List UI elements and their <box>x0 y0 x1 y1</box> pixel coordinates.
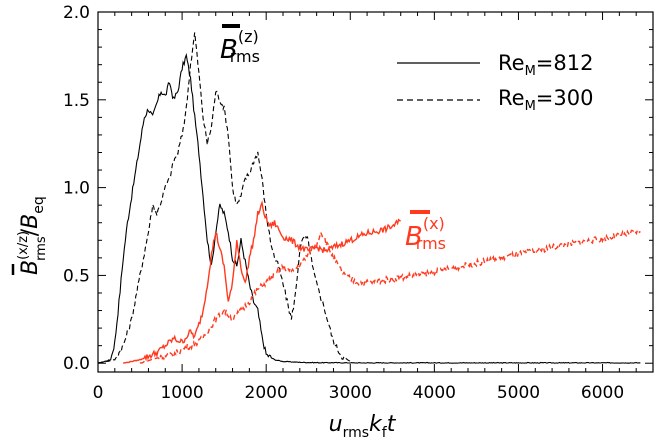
legend: ReM=812 ReM=300 <box>397 51 593 114</box>
series-line-z-rem300 <box>97 32 351 364</box>
legend-entry-remag-812: ReM=812 <box>397 51 593 79</box>
x-tick-label: 5000 <box>497 383 540 403</box>
series-line-x-rem300 <box>139 229 641 364</box>
x-axis-label: urmskft <box>329 412 397 439</box>
svg-text:B(x)rms: B(x) rms <box>405 214 446 253</box>
annotation-bz: B(z) rms <box>220 24 260 66</box>
annotation-bx-sub: rms <box>416 234 446 253</box>
annotation-bx-sup: (x) <box>423 214 445 233</box>
plot-frame <box>97 11 654 373</box>
y-tick-label: 1.5 <box>63 91 90 111</box>
svg-text:ReM=300: ReM=300 <box>498 86 593 114</box>
ylabel-sup: (x/z) <box>16 231 31 260</box>
ylabel-denom-sub: eq <box>31 196 47 214</box>
annotation-bx: B(x) rms <box>405 210 446 253</box>
svg-text:B(z)rms: B(z) rms <box>220 27 260 66</box>
x-tick-label: 6000 <box>581 383 624 403</box>
xlabel-sub2: f <box>382 425 388 439</box>
annotation-bz-sup: (z) <box>238 27 259 46</box>
annotation-bz-sub: rms <box>230 47 260 66</box>
annotation-bx-main: B <box>405 222 423 252</box>
y-tick-label: 1.0 <box>63 179 90 199</box>
series-group <box>97 32 641 364</box>
y-tick-label: 0.0 <box>63 354 90 374</box>
legend-label-value-1: =300 <box>536 86 594 110</box>
ylabel-denom: B <box>18 214 43 229</box>
xlabel-mid: k <box>369 412 383 437</box>
ylabel-main: B <box>18 260 43 275</box>
x-tick-label: 2000 <box>245 383 288 403</box>
svg-text:ReM=812: ReM=812 <box>498 51 593 79</box>
x-tick-label: 4000 <box>413 383 456 403</box>
annotation-bz-main: B <box>220 35 238 65</box>
legend-label-sub-1: M <box>525 99 536 114</box>
legend-label-sub-0: M <box>525 64 536 79</box>
y-tick-label: 2.0 <box>63 3 90 23</box>
svg-text:B(x/z)rms/Beq: B(x/z) rms/Beq <box>16 196 49 275</box>
xlabel-main: u <box>329 412 343 437</box>
legend-label-main-1: Re <box>498 86 525 110</box>
legend-label-main-0: Re <box>498 51 525 75</box>
y-tick-label: 0.5 <box>63 266 90 286</box>
ticks-group <box>97 11 653 372</box>
series-line-x-rem812 <box>122 200 401 364</box>
legend-label-value-0: =812 <box>536 51 594 75</box>
ylabel-slash: / <box>18 228 43 236</box>
y-axis-label: B(x/z) rms/Beq <box>11 196 49 275</box>
xlabel-sub1: rms <box>343 425 369 439</box>
legend-entry-remag-300: ReM=300 <box>397 86 593 114</box>
x-tick-label: 1000 <box>160 383 203 403</box>
x-tick-label: 3000 <box>329 383 372 403</box>
xlabel-end: t <box>387 412 397 437</box>
series-line-z-rem812 <box>97 52 641 364</box>
ylabel-sub: rms <box>34 236 49 261</box>
x-tick-label: 0 <box>93 383 104 403</box>
tick-labels-group: 0 1000 2000 3000 4000 5000 6000 0.0 0.5 1.0 1.5 2.0 <box>63 3 624 403</box>
